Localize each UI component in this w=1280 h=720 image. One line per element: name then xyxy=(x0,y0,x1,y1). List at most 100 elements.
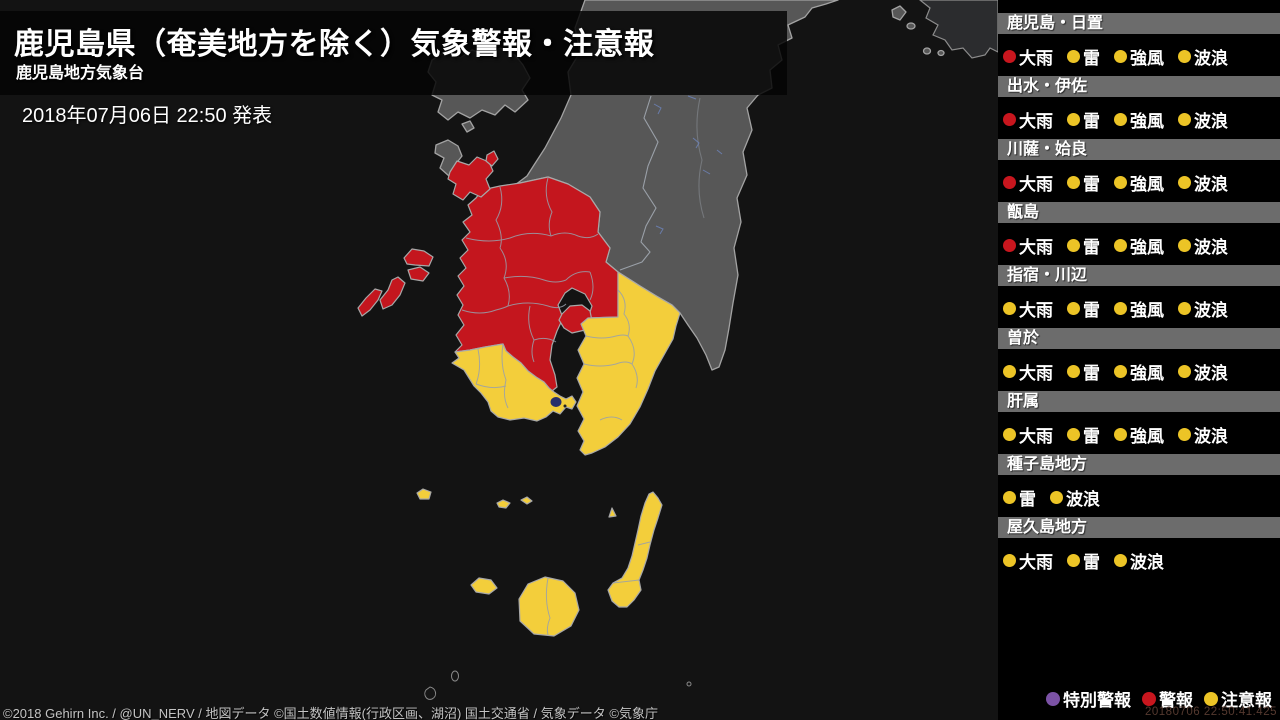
warning-label: 波浪 xyxy=(1194,363,1228,383)
legend-item: 警報 xyxy=(1142,686,1193,711)
warning-row: 大雨 雷 強風 波浪 xyxy=(1003,359,1280,384)
warning-level-dot xyxy=(1067,553,1080,567)
warning-label: 雷 xyxy=(1083,300,1100,320)
warning-label: 波浪 xyxy=(1194,174,1228,194)
warning-badge: 強風 xyxy=(1114,44,1164,69)
region-section: 川薩・姶良 大雨 雷 強風 波浪 xyxy=(998,139,1280,202)
warning-level-dot xyxy=(1114,301,1127,315)
legend-label: 警報 xyxy=(1159,691,1193,710)
warning-level-dot xyxy=(1003,427,1016,441)
warning-badge: 雷 xyxy=(1067,107,1100,132)
warning-level-dot xyxy=(1003,490,1016,504)
legend-special-dot xyxy=(1046,691,1060,706)
warning-level-dot xyxy=(1067,301,1080,315)
warning-level-dot xyxy=(1067,175,1080,189)
warning-badge: 波浪 xyxy=(1178,233,1228,258)
title-banner: 鹿児島県（奄美地方を除く）気象警報・注意報 鹿児島地方気象台 xyxy=(0,11,787,95)
warning-label: 波浪 xyxy=(1194,111,1228,131)
region-name: 甑島 xyxy=(998,202,1280,223)
warning-label: 雷 xyxy=(1083,552,1100,572)
warning-row: 大雨 雷 強風 波浪 xyxy=(1003,44,1280,69)
region-section: 鹿児島・日置 大雨 雷 強風 波浪 xyxy=(998,13,1280,76)
warning-level-dot xyxy=(1178,49,1191,63)
warning-level-dot xyxy=(1114,175,1127,189)
warning-level-dot xyxy=(1067,112,1080,126)
warning-label: 大雨 xyxy=(1019,426,1053,446)
warning-label: 大雨 xyxy=(1019,111,1053,131)
map-distant-land xyxy=(919,0,998,59)
warning-label: 波浪 xyxy=(1130,552,1164,572)
warning-label: 雷 xyxy=(1083,48,1100,68)
warning-level-dot xyxy=(1178,175,1191,189)
warning-sidebar: 鹿児島・日置 大雨 雷 強風 波浪 出水・伊佐 大雨 雷 強風 波浪 川薩・姶良… xyxy=(998,0,1280,720)
warning-level-dot xyxy=(1067,49,1080,63)
warning-badge: 波浪 xyxy=(1178,296,1228,321)
region-name: 曽於 xyxy=(998,328,1280,349)
warning-label: 大雨 xyxy=(1019,237,1053,257)
legend-label: 特別警報 xyxy=(1063,691,1131,710)
warning-level-dot xyxy=(1114,49,1127,63)
warning-row: 大雨 雷 強風 波浪 xyxy=(1003,422,1280,447)
warning-badge: 雷 xyxy=(1067,233,1100,258)
warning-label: 雷 xyxy=(1083,426,1100,446)
warning-badge: 強風 xyxy=(1114,296,1164,321)
region-section: 屋久島地方 大雨 雷 波浪 xyxy=(998,517,1280,580)
warning-badge: 強風 xyxy=(1114,359,1164,384)
warning-label: 波浪 xyxy=(1194,237,1228,257)
region-name: 川薩・姶良 xyxy=(998,139,1280,160)
warning-badge: 強風 xyxy=(1114,422,1164,447)
page-title: 鹿児島県（奄美地方を除く）気象警報・注意報 xyxy=(14,28,655,61)
warning-level-dot xyxy=(1050,490,1063,504)
warning-row: 大雨 雷 強風 波浪 xyxy=(1003,296,1280,321)
warning-label: 波浪 xyxy=(1194,48,1228,68)
warning-level-dot xyxy=(1003,553,1016,567)
warning-label: 大雨 xyxy=(1019,300,1053,320)
warning-level-dot xyxy=(1003,238,1016,252)
warning-row: 大雨 雷 強風 波浪 xyxy=(1003,107,1280,132)
region-name: 種子島地方 xyxy=(998,454,1280,475)
legend-item: 注意報 xyxy=(1204,686,1272,711)
warning-badge: 雷 xyxy=(1067,296,1100,321)
copyright-text: ©2018 Gehirn Inc. / @UN_NERV / 地図データ ©国土… xyxy=(3,706,658,720)
warning-badge: 強風 xyxy=(1114,170,1164,195)
warning-badge: 波浪 xyxy=(1114,548,1164,573)
office-name: 鹿児島地方気象台 xyxy=(16,65,145,82)
map-lakes xyxy=(550,397,567,408)
warning-badge: 波浪 xyxy=(1178,44,1228,69)
warning-label: 雷 xyxy=(1083,174,1100,194)
warning-level-dot xyxy=(1114,112,1127,126)
warning-badge: 雷 xyxy=(1067,44,1100,69)
warning-badge: 波浪 xyxy=(1178,170,1228,195)
warning-label: 強風 xyxy=(1130,237,1164,257)
region-section: 曽於 大雨 雷 強風 波浪 xyxy=(998,328,1280,391)
warning-label: 強風 xyxy=(1130,174,1164,194)
warning-level-dot xyxy=(1114,238,1127,252)
warning-badge: 波浪 xyxy=(1178,107,1228,132)
region-section: 出水・伊佐 大雨 雷 強風 波浪 xyxy=(998,76,1280,139)
region-section: 指宿・川辺 大雨 雷 強風 波浪 xyxy=(998,265,1280,328)
legend-label: 注意報 xyxy=(1221,691,1272,710)
warning-level-dot xyxy=(1178,427,1191,441)
warning-label: 波浪 xyxy=(1066,489,1100,509)
map-gray-borders xyxy=(619,95,705,271)
region-name: 指宿・川辺 xyxy=(998,265,1280,286)
warning-row: 大雨 雷 強風 波浪 xyxy=(1003,233,1280,258)
warning-label: 波浪 xyxy=(1194,426,1228,446)
warning-level-dot xyxy=(1067,364,1080,378)
legend-item: 特別警報 xyxy=(1046,686,1131,711)
warning-label: 強風 xyxy=(1130,363,1164,383)
warning-badge: 大雨 xyxy=(1003,107,1053,132)
region-section: 肝属 大雨 雷 強風 波浪 xyxy=(998,391,1280,454)
region-name: 屋久島地方 xyxy=(998,517,1280,538)
legend-warning-dot xyxy=(1142,691,1156,706)
warning-badge: 雷 xyxy=(1067,170,1100,195)
warning-label: 強風 xyxy=(1130,426,1164,446)
warning-level-dot xyxy=(1067,238,1080,252)
warning-level-dot xyxy=(1003,364,1016,378)
warning-badge: 雷 xyxy=(1067,422,1100,447)
map-municipal-borders xyxy=(461,177,651,636)
warning-badge: 大雨 xyxy=(1003,44,1053,69)
warning-level-dot xyxy=(1003,175,1016,189)
legend-advisory-dot xyxy=(1204,691,1218,706)
